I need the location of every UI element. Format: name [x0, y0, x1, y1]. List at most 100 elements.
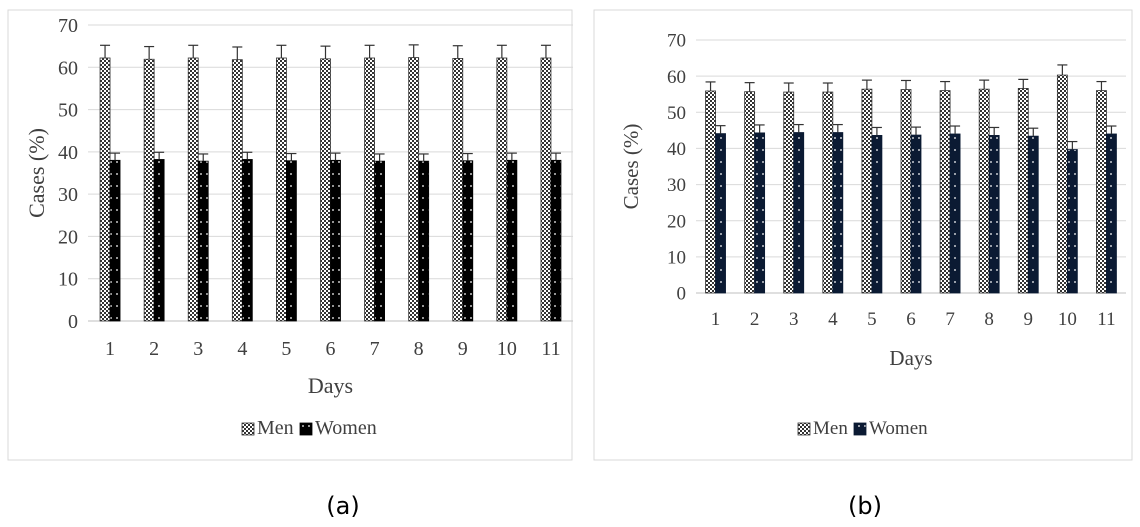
bar-men: [1056, 74, 1068, 294]
y-tick-label: 50: [667, 103, 686, 124]
chart-frame: [7, 9, 573, 461]
bar-men: [187, 57, 199, 322]
bar-women: [1106, 133, 1117, 294]
bar-men: [1096, 90, 1107, 294]
chart-panel-a: 0 10 20 30 40 50 60 70 1 2 3 4 5 6 7 8 9 10 11 Days Cases (%…: [0, 0, 580, 470]
bar-women: [506, 159, 518, 322]
bar-men: [364, 57, 375, 322]
bar-women: [871, 135, 883, 294]
bar-men: [1017, 88, 1029, 294]
x-tick-label: 9: [458, 338, 468, 360]
legend-swatch-women: [299, 422, 313, 436]
bar-women: [330, 159, 341, 322]
y-tick-label: 20: [667, 211, 686, 232]
bar-women: [832, 132, 844, 294]
y-tick-label: 20: [58, 226, 78, 248]
y-tick-label: 30: [58, 184, 78, 206]
x-tick-label: 4: [828, 309, 838, 330]
x-tick-label: 1: [105, 338, 115, 360]
legend-swatch-women: [853, 422, 867, 436]
bar-men: [231, 59, 243, 322]
chart-b-svg: 0 10 20 30 40 50 60 70 1 2 3 4 5 6 7 8 9 10 11 Days Cases (%…: [593, 9, 1133, 461]
bar-women: [418, 160, 430, 322]
bar-men: [276, 57, 287, 322]
bar-men: [540, 57, 552, 322]
legend-label-women: Women: [315, 417, 377, 439]
legend-label-women: Women: [869, 418, 928, 439]
x-tick-label: 2: [750, 309, 760, 330]
x-tick-label: 6: [326, 338, 336, 360]
x-tick-label: 2: [149, 338, 159, 360]
bar-men: [99, 57, 111, 322]
y-tick-label: 70: [58, 15, 78, 37]
bar-women: [1066, 149, 1078, 294]
bar-women: [949, 133, 961, 294]
x-tick-label: 6: [906, 309, 916, 330]
x-axis-label: Days: [889, 346, 932, 370]
bar-women: [793, 132, 805, 294]
x-tick-label: 11: [1097, 309, 1115, 330]
bar-men: [408, 57, 420, 322]
bar-women: [715, 133, 726, 294]
bar-women: [988, 135, 1000, 294]
bar-men: [143, 58, 155, 322]
y-axis-label: Cases (%): [24, 128, 49, 218]
x-tick-label: 10: [1058, 309, 1077, 330]
bar-women: [374, 160, 385, 322]
x-tick-label: 5: [867, 309, 877, 330]
bar-women: [754, 132, 766, 294]
bar-women: [462, 160, 474, 322]
bar-men: [783, 91, 795, 294]
bar-women: [109, 159, 121, 322]
y-tick-label: 60: [667, 67, 686, 88]
y-tick-label: 0: [677, 284, 687, 305]
x-tick-label: 4: [237, 338, 247, 360]
x-tick-label: 5: [281, 338, 291, 360]
bar-women: [1027, 135, 1039, 294]
bar-men: [705, 90, 716, 294]
chart-frame: [593, 9, 1133, 461]
legend: Men Women: [241, 417, 377, 439]
x-tick-label: 8: [414, 338, 424, 360]
y-axis-label: Cases (%): [619, 124, 643, 210]
panel-label-b: (b): [848, 492, 882, 520]
bar-men: [861, 88, 873, 294]
x-tick-label: 9: [1024, 309, 1034, 330]
legend-label-men: Men: [257, 417, 294, 439]
x-tick-label: 10: [497, 338, 517, 360]
bar-men: [496, 57, 508, 322]
y-tick-label: 40: [667, 139, 686, 160]
y-tick-label: 70: [667, 31, 686, 52]
bar-men: [978, 88, 990, 294]
y-tick-label: 60: [58, 57, 78, 79]
bar-women: [197, 160, 209, 322]
bar-men: [452, 58, 464, 322]
bar-men: [744, 91, 756, 294]
x-tick-label: 8: [984, 309, 994, 330]
chart-panel-b: 0 10 20 30 40 50 60 70 1 2 3 4 5 6 7 8 9 10 11 Days Cases (%…: [586, 0, 1140, 470]
legend-swatch-men: [797, 422, 811, 436]
y-tick-label: 0: [68, 311, 78, 333]
bar-men: [939, 90, 951, 294]
bar-men: [320, 58, 331, 322]
x-tick-label: 7: [945, 309, 955, 330]
y-tick-label: 40: [58, 142, 78, 164]
x-tick-label: 11: [541, 338, 560, 360]
panel-label-a: (a): [326, 492, 360, 520]
bar-women: [241, 159, 253, 322]
bar-men: [900, 89, 912, 294]
y-tick-label: 50: [58, 100, 78, 122]
bar-women: [153, 159, 165, 322]
x-tick-label: 1: [711, 309, 721, 330]
x-axis-label: Days: [308, 373, 353, 398]
y-tick-label: 10: [667, 248, 686, 269]
legend-swatch-men: [241, 422, 255, 436]
bar-men: [822, 91, 834, 294]
y-tick-label: 30: [667, 175, 686, 196]
bar-women: [550, 159, 562, 322]
x-tick-label: 3: [193, 338, 203, 360]
chart-a-svg: 0 10 20 30 40 50 60 70 1 2 3 4 5 6 7 8 9 10 11 Days Cases (%…: [7, 9, 573, 461]
legend-label-men: Men: [813, 418, 848, 439]
x-tick-label: 7: [370, 338, 380, 360]
x-tick-label: 3: [789, 309, 799, 330]
